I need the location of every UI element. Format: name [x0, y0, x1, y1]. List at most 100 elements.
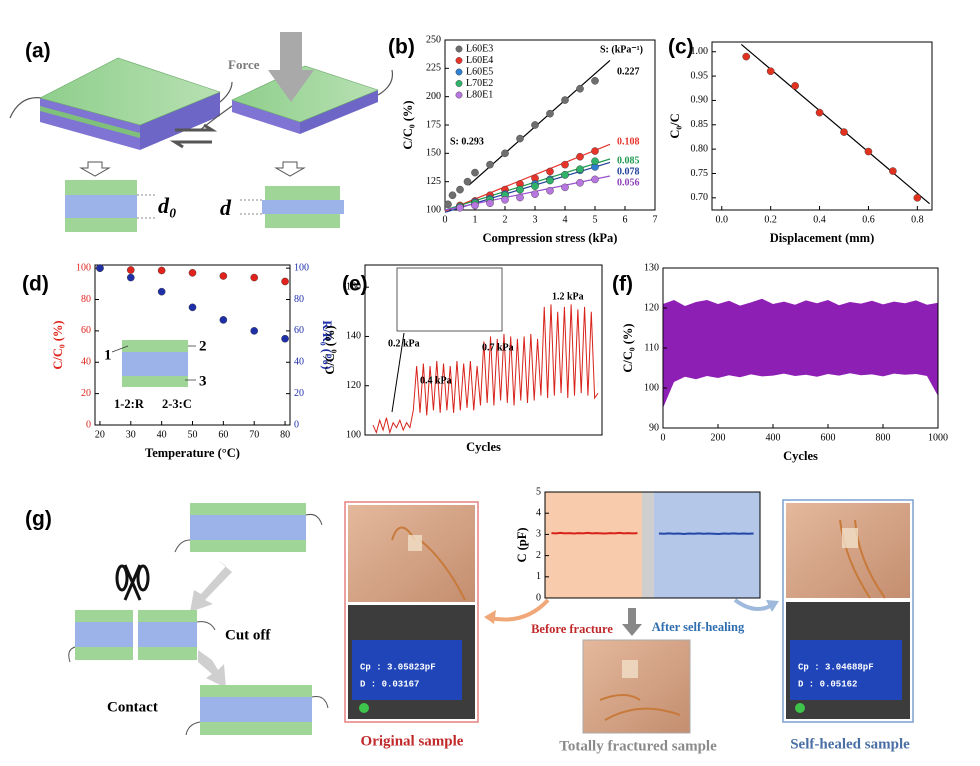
point [219, 272, 228, 280]
point [448, 191, 457, 200]
panel-label: (e) [342, 273, 368, 296]
region-label: Before fracture [531, 622, 613, 636]
arrow [489, 598, 550, 622]
screen-text: Cp : 3.04688pF [798, 662, 874, 672]
point [591, 175, 599, 184]
x-tick-label: 20 [95, 429, 105, 440]
annotation: S: 0.293 [450, 136, 484, 147]
y2-tick-label: 100 [294, 262, 309, 273]
arrow [198, 650, 226, 688]
y2-tick-label: 0 [294, 419, 299, 430]
annotation: 0.078 [617, 166, 640, 177]
force-label: Force [228, 57, 260, 72]
point [791, 82, 799, 90]
step-label: Cut off [225, 627, 271, 643]
region-after [654, 492, 760, 598]
point [219, 316, 228, 324]
wire [219, 81, 233, 103]
panel-label: (b) [388, 36, 415, 59]
point [889, 167, 897, 175]
inset-label: 2-3:C [162, 397, 192, 411]
sensor [408, 535, 422, 551]
inset-label: 1-2:R [114, 397, 145, 411]
y-tick-label: 4 [536, 507, 541, 518]
line [658, 532, 754, 535]
leader [111, 345, 196, 381]
panel-label: (f) [612, 273, 633, 296]
x-tick-label: 1 [473, 214, 478, 225]
legend-label: L80E1 [466, 89, 493, 100]
point [531, 121, 539, 129]
x-tick-label: 0.2 [764, 214, 777, 225]
x-tick-label: 400 [766, 432, 781, 443]
line [372, 304, 599, 435]
point [561, 183, 569, 192]
x-tick-label: 200 [711, 432, 726, 443]
annotation: 0.4 kPa [420, 375, 452, 386]
y-tick-label: 100 [644, 382, 659, 393]
y-tick-label: 120 [644, 302, 659, 313]
point [250, 327, 259, 335]
region-gap [642, 492, 654, 598]
point [501, 195, 509, 204]
point [126, 273, 135, 282]
point [546, 109, 554, 118]
arrow [733, 598, 774, 611]
annotation: 0.227 [617, 66, 640, 77]
slab-side [140, 92, 220, 150]
y-tick-label: 100 [76, 262, 91, 273]
y-axis-label: C/C₀ (%) [621, 323, 635, 372]
y-tick-label: 100 [426, 204, 441, 215]
y2-axis-label: R/R₀ (%) [320, 320, 334, 369]
y-tick-label: 0.75 [691, 168, 709, 179]
band [663, 298, 938, 408]
photo-frame [782, 499, 914, 723]
wire [377, 69, 394, 96]
down-arrow [79, 161, 111, 177]
e-inset-pointer [391, 332, 405, 413]
y-tick-label: 250 [426, 34, 441, 45]
x-tick-label: 3 [533, 214, 538, 225]
plot-frame [544, 491, 761, 599]
plot-frame [711, 41, 933, 211]
point [471, 201, 479, 210]
x-tick-label: 5 [593, 214, 598, 225]
arrow-head [766, 600, 779, 612]
point [546, 167, 554, 176]
sample-core [190, 515, 306, 540]
point [546, 186, 554, 195]
point [561, 96, 569, 104]
photo [582, 639, 691, 734]
arrow [190, 560, 232, 612]
caption: Self-healed sample [790, 736, 910, 752]
sample-core [200, 697, 312, 722]
point [766, 67, 775, 76]
point [576, 152, 584, 161]
line [551, 531, 638, 535]
y-tick-label: 0.70 [691, 192, 709, 203]
y-axis-label: C/C₀ (%) [51, 320, 65, 369]
point [250, 273, 259, 282]
region-label: After self-healing [652, 620, 745, 634]
x-tick-label: 6 [623, 214, 628, 225]
panel-label: (a) [25, 40, 51, 63]
y-tick-label: 1 [536, 571, 541, 582]
e-inset [396, 267, 503, 332]
point [576, 165, 584, 173]
wire [68, 621, 216, 663]
y-tick-label: 160 [346, 281, 361, 292]
y-tick-label: 0.90 [691, 95, 709, 106]
legend-marker [455, 45, 463, 53]
point [456, 203, 464, 212]
y-tick-label: 225 [426, 63, 441, 74]
point [126, 266, 135, 274]
cross-section-core [65, 195, 137, 218]
point [591, 77, 599, 85]
force-arrow [268, 32, 314, 102]
point [188, 269, 197, 277]
point [281, 334, 289, 343]
plot-frame [364, 264, 603, 436]
fit-line [444, 143, 611, 212]
point [576, 84, 584, 93]
point [157, 266, 166, 275]
